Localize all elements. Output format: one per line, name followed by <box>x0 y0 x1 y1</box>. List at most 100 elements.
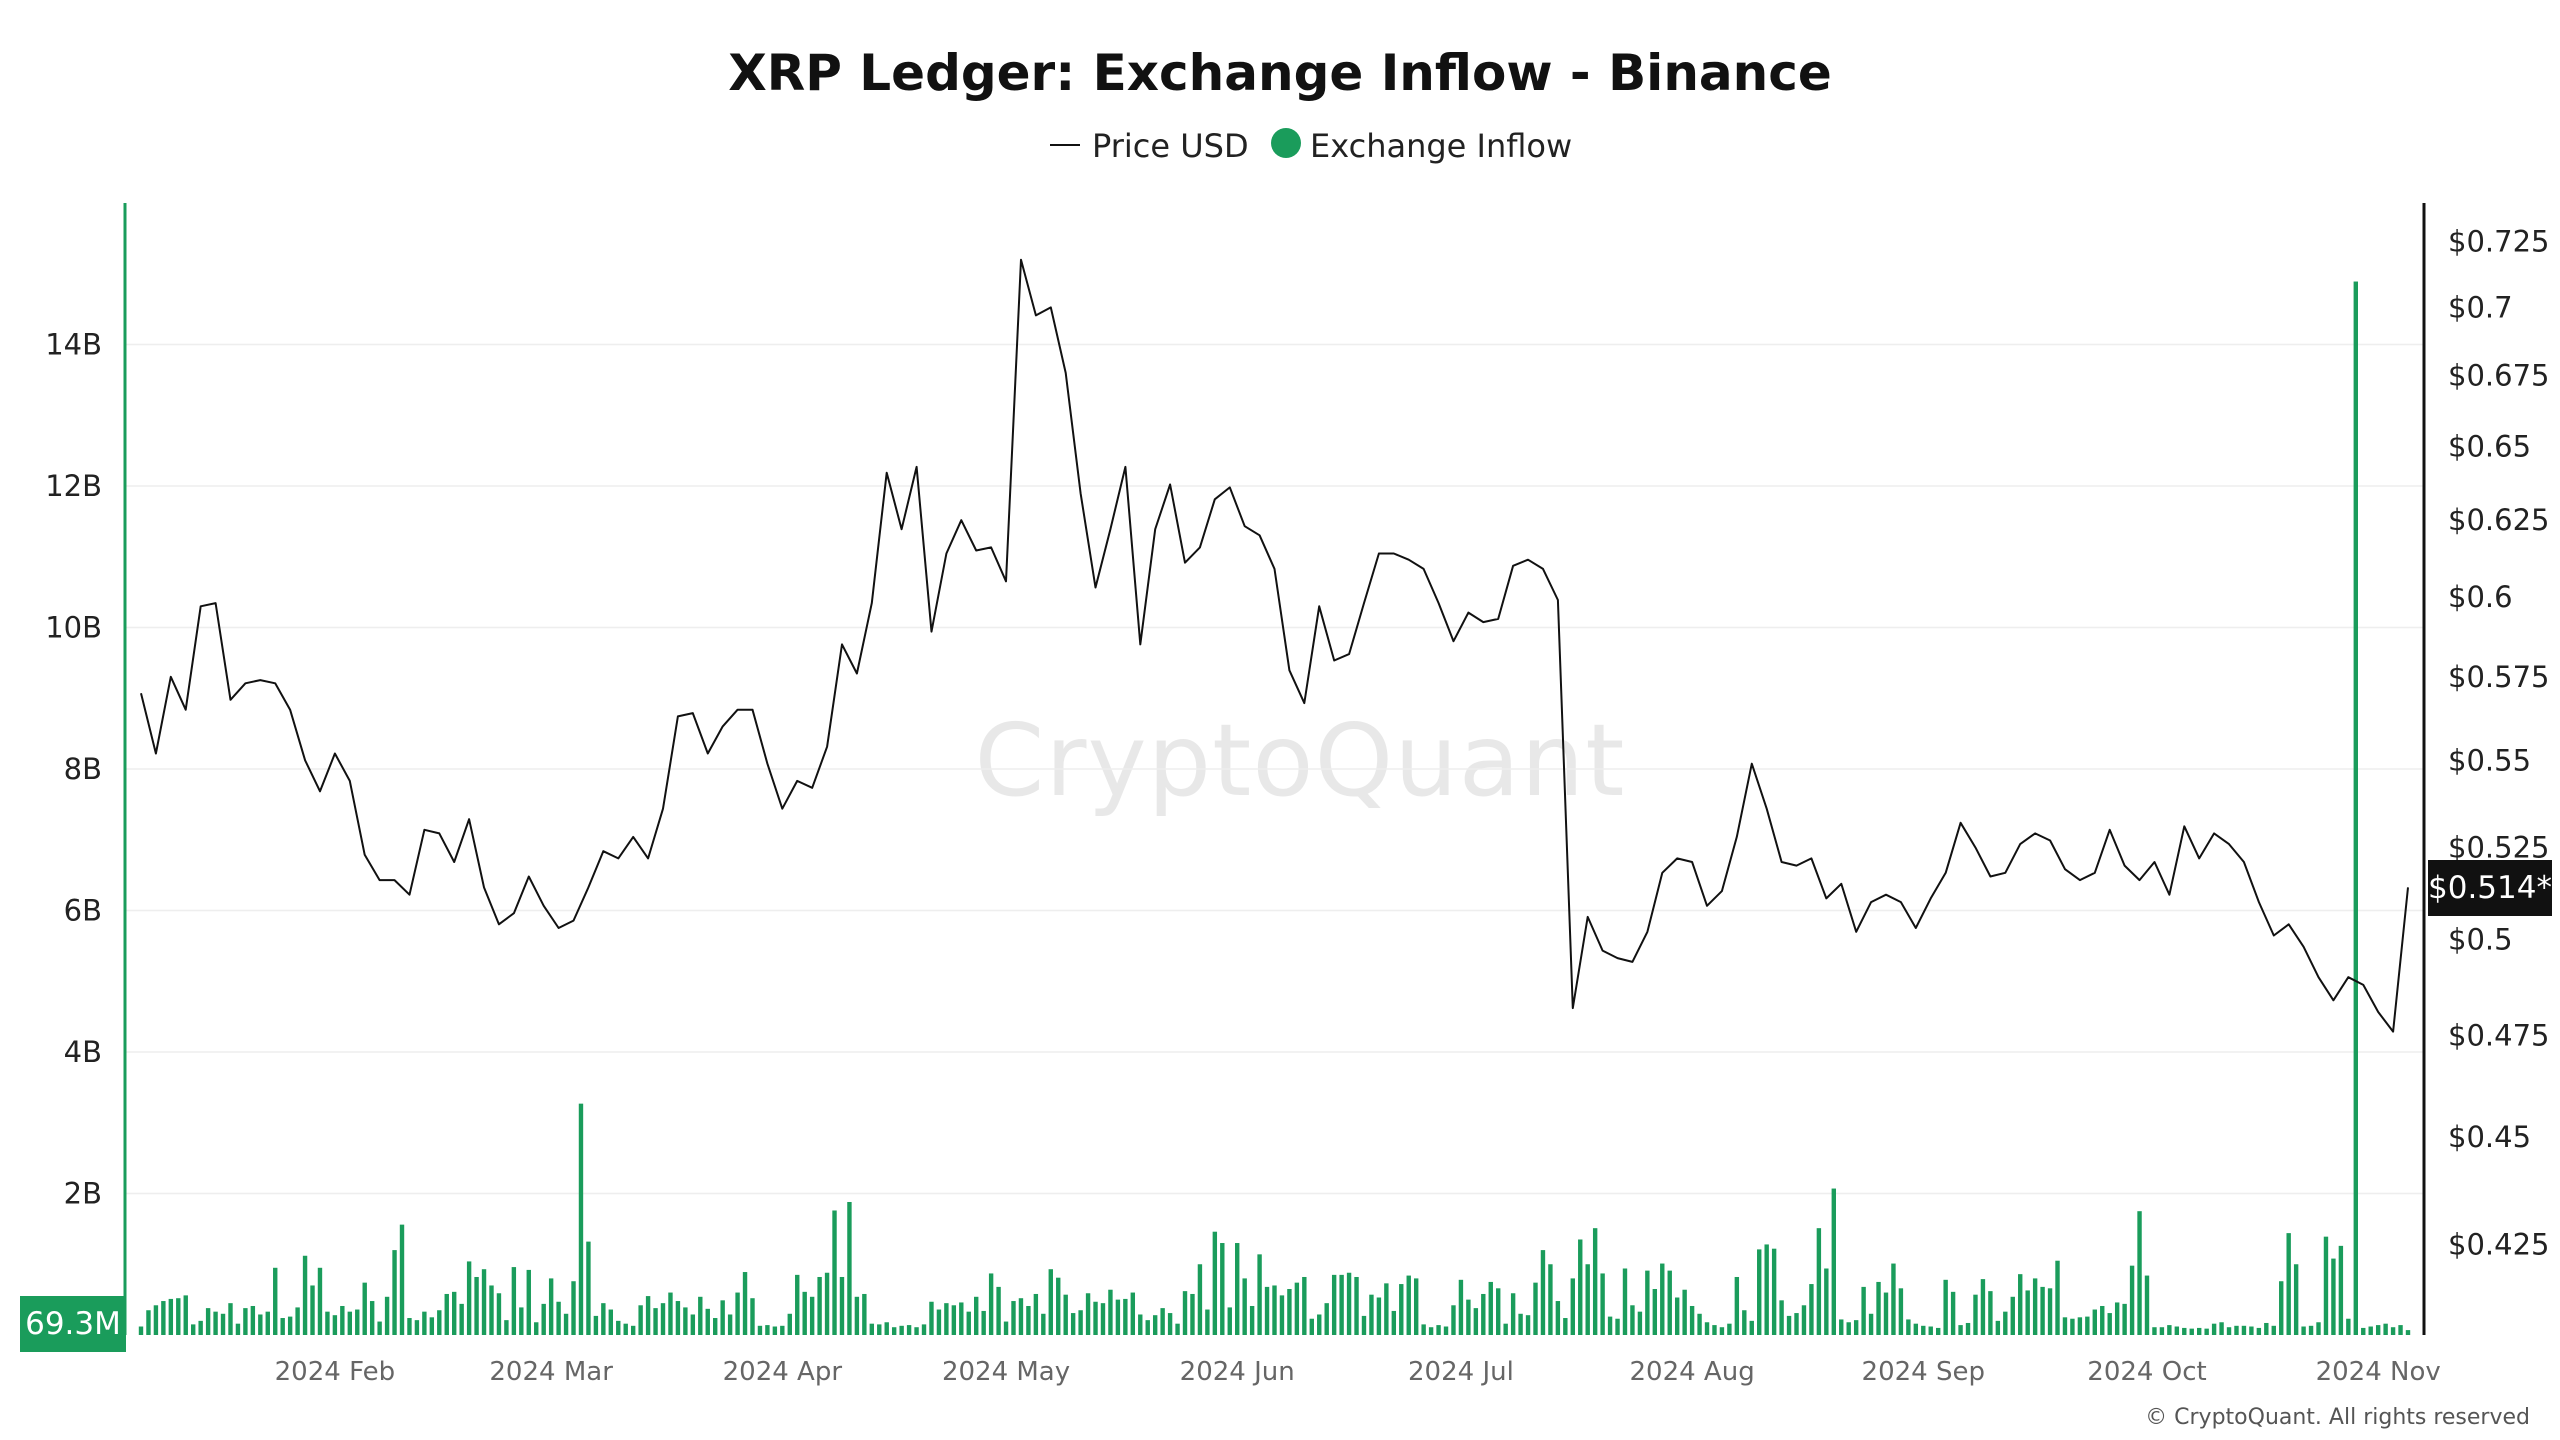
x-tick-label: 2024 Feb <box>275 1357 395 1387</box>
inflow-bar <box>2286 1233 2291 1335</box>
legend-inflow-label[interactable]: Exchange Inflow <box>1310 127 1572 165</box>
inflow-bar <box>877 1324 882 1335</box>
inflow-bar <box>2129 1265 2135 1335</box>
inflow-bar <box>1026 1305 1031 1335</box>
x-tick-label: 2024 Nov <box>2316 1357 2441 1387</box>
right-tick-label: $0.575 <box>2448 660 2549 694</box>
inflow-bar <box>168 1298 174 1335</box>
inflow-bar <box>1958 1325 1963 1335</box>
inflow-bar <box>772 1326 778 1335</box>
inflow-bar <box>138 1326 144 1335</box>
inflow-bar <box>2114 1302 2120 1335</box>
inflow-bar <box>1824 1268 1829 1335</box>
inflow-bar <box>787 1313 792 1335</box>
current-inflow-label: 69.3M <box>25 1306 121 1342</box>
inflow-bar <box>623 1323 628 1335</box>
inflow-bar <box>1048 1269 1053 1335</box>
inflow-bar <box>720 1300 725 1335</box>
right-tick-label: $0.5 <box>2448 922 2513 956</box>
inflow-bar <box>377 1321 382 1335</box>
legend-price-label[interactable]: Price USD <box>1092 127 1249 165</box>
inflow-bar <box>1555 1301 1561 1335</box>
grid <box>125 343 2424 1195</box>
inflow-bar <box>1436 1325 1441 1335</box>
x-tick-label: 2024 Jun <box>1180 1357 1295 1387</box>
inflow-bar <box>474 1276 479 1335</box>
inflow-bar <box>399 1224 405 1335</box>
inflow-bar <box>1645 1270 1650 1335</box>
inflow-bar <box>966 1311 971 1335</box>
inflow-bar <box>1249 1305 1255 1335</box>
inflow-bar <box>1421 1324 1426 1335</box>
inflow-bar <box>161 1301 166 1335</box>
inflow-bar <box>332 1315 338 1335</box>
inflow-bar <box>1473 1308 1479 1335</box>
x-tick-label: 2024 Sep <box>1862 1357 1985 1387</box>
inflow-bar <box>556 1301 561 1335</box>
inflow-bar <box>1771 1248 1777 1335</box>
inflow-bar <box>1861 1286 1866 1335</box>
inflow-bar <box>1846 1322 1851 1335</box>
inflow-bar <box>668 1292 673 1335</box>
inflow-bar <box>765 1325 770 1335</box>
inflow-bar <box>1160 1308 1165 1335</box>
inflow-bar <box>1727 1323 1732 1335</box>
inflow-bar <box>1876 1281 1881 1335</box>
inflow-bar <box>2100 1305 2105 1335</box>
inflow-bar <box>996 1286 1001 1335</box>
inflow-bar <box>2025 1290 2030 1335</box>
inflow-bar <box>2144 1275 2150 1335</box>
inflow-bar <box>1443 1326 1449 1335</box>
inflow-bar <box>959 1302 964 1335</box>
inflow-bar <box>974 1296 979 1335</box>
inflow-bar <box>1152 1315 1158 1335</box>
inflow-bar <box>2070 1318 2075 1335</box>
inflow-bar <box>2122 1303 2127 1335</box>
inflow-bar <box>1839 1319 1844 1335</box>
inflow-bar <box>824 1272 830 1335</box>
inflow-bar <box>1056 1277 1061 1335</box>
inflow-bar <box>191 1324 196 1335</box>
inflow-bar <box>929 1301 934 1335</box>
inflow-bar <box>2159 1327 2165 1335</box>
inflow-bar <box>1384 1283 1389 1335</box>
inflow-bar <box>795 1274 800 1335</box>
inflow-bar <box>817 1276 822 1335</box>
inflow-bar <box>2211 1323 2217 1335</box>
x-tick-label: 2024 Mar <box>489 1357 613 1387</box>
inflow-bar <box>563 1313 569 1335</box>
inflow-bar <box>2047 1288 2053 1335</box>
inflow-bar <box>2390 1327 2396 1335</box>
inflow-bar <box>1682 1289 1687 1335</box>
inflow-bar <box>891 1327 897 1335</box>
inflow-bar <box>1898 1288 1904 1335</box>
inflow-bar <box>444 1293 449 1335</box>
inflow-bar <box>2040 1286 2045 1335</box>
inflow-bar <box>1070 1313 1076 1335</box>
inflow-bar <box>1906 1319 1911 1335</box>
inflow-bar <box>2219 1322 2224 1335</box>
inflow-bar <box>1279 1295 1285 1335</box>
inflow-bar <box>205 1308 211 1335</box>
price-line <box>140 258 2409 1033</box>
inflow-bar <box>1041 1313 1046 1335</box>
inflow-bar <box>1182 1291 1188 1335</box>
inflow-bar <box>1891 1263 1896 1335</box>
inflow-bar <box>757 1325 763 1335</box>
inflow-bar <box>146 1310 151 1335</box>
inflow-bar <box>355 1309 360 1335</box>
inflow-bar <box>235 1323 241 1335</box>
inflow-bar <box>1853 1320 1859 1335</box>
chart-title: XRP Ledger: Exchange Inflow - Binance <box>728 44 1832 102</box>
inflow-bar <box>683 1307 688 1335</box>
inflow-bar <box>1138 1314 1143 1335</box>
inflow-bar <box>1540 1250 1546 1335</box>
inflow-bar <box>2092 1309 2097 1335</box>
inflow-bar <box>1093 1301 1098 1335</box>
inflow-bar <box>459 1303 464 1335</box>
inflow-bar <box>2346 1318 2351 1335</box>
right-tick-label: $0.725 <box>2448 224 2549 258</box>
inflow-bar <box>2271 1325 2276 1335</box>
inflow-bar <box>1809 1284 1814 1335</box>
inflow-bar <box>384 1296 390 1335</box>
